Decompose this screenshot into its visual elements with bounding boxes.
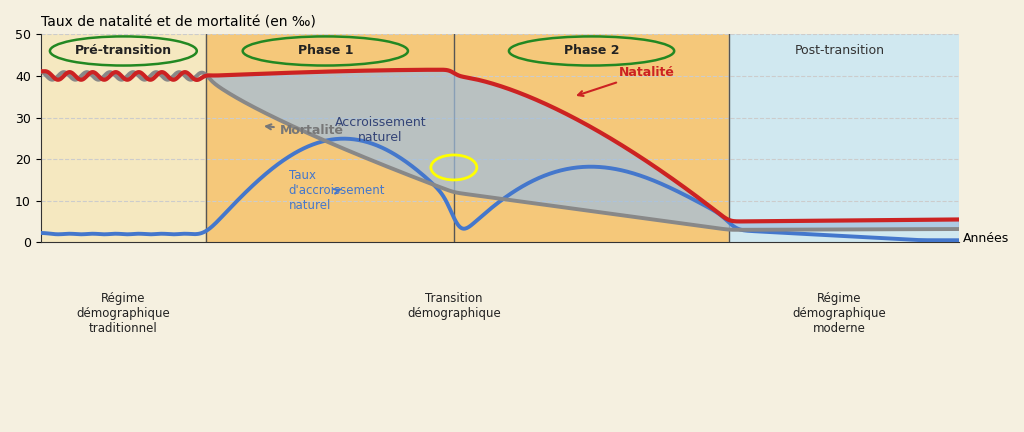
Text: Phase 1: Phase 1 [298, 44, 353, 57]
Text: Transition
démographique: Transition démographique [407, 292, 501, 320]
Text: Pré-transition: Pré-transition [75, 44, 172, 57]
Text: Années: Années [964, 232, 1010, 245]
Bar [454, 34, 729, 242]
Text: Post-transition: Post-transition [795, 44, 885, 57]
Text: Natalité: Natalité [578, 66, 675, 96]
Text: Régime
démographique
moderne: Régime démographique moderne [793, 292, 887, 335]
Bar [729, 34, 958, 242]
Text: Accroissement
naturel: Accroissement naturel [335, 116, 426, 144]
Text: Mortalité: Mortalité [266, 124, 343, 137]
Text: Régime
démographique
traditionnel: Régime démographique traditionnel [77, 292, 170, 335]
Bar [206, 34, 454, 242]
Text: Taux de natalité et de mortalité (en ‰): Taux de natalité et de mortalité (en ‰) [41, 15, 315, 29]
Text: Phase 2: Phase 2 [564, 44, 620, 57]
Bar [41, 34, 206, 242]
Text: Taux
d'accroissement
naturel: Taux d'accroissement naturel [289, 169, 385, 212]
